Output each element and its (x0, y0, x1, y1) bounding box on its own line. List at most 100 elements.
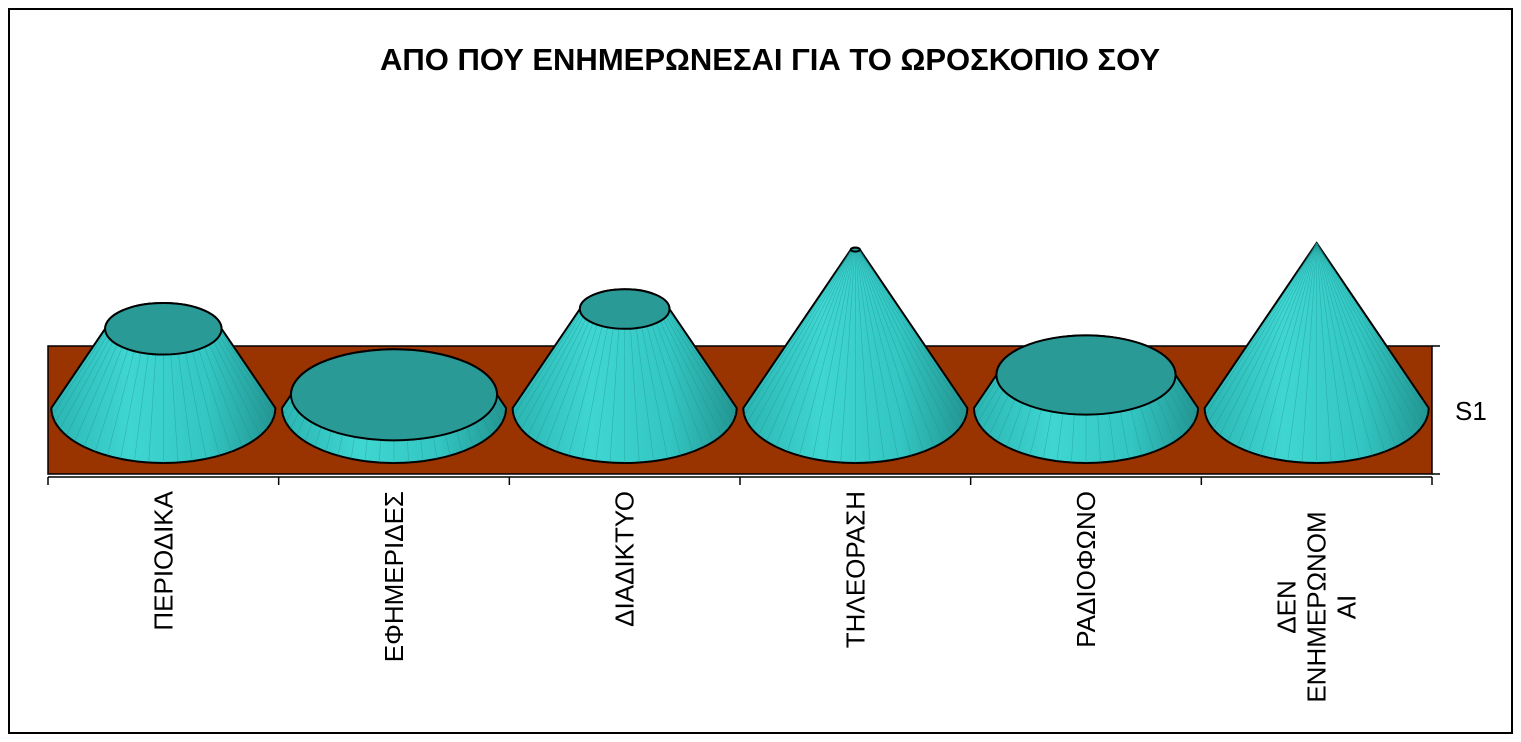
cone-facet (1163, 394, 1184, 436)
cone-facet (192, 351, 220, 456)
cone-facet (1316, 242, 1406, 442)
cone-facet (59, 338, 110, 430)
cone-facet (1168, 390, 1190, 430)
cone-facet (581, 327, 608, 459)
cone-facet (66, 341, 114, 436)
cone-facet (433, 436, 438, 459)
cone-facet (855, 251, 871, 463)
cone (972, 334, 1200, 464)
cone-facet (445, 434, 451, 456)
cone-facet (656, 322, 705, 447)
cone-facet (858, 250, 945, 442)
cone-facet (94, 349, 129, 452)
cone-facet (1316, 242, 1414, 436)
cone-facet (786, 251, 853, 452)
cone-facet (1273, 242, 1317, 459)
cone-facet (304, 422, 313, 442)
cone-facet (1119, 411, 1130, 459)
cone-facet (668, 311, 736, 416)
cone (511, 288, 738, 464)
cone-facet (840, 251, 856, 463)
cone-facet (646, 326, 681, 456)
cone-facet (285, 406, 295, 423)
cone-facet (799, 251, 854, 456)
cone-facet (630, 328, 640, 463)
cone-facet (1149, 402, 1166, 447)
x-tick-label: ΔΙΑΔΙΚΤΥΟ (610, 491, 640, 627)
cone-facet (466, 426, 474, 447)
cone-facet (120, 352, 142, 459)
cone-facet (859, 249, 967, 416)
cone-top (289, 348, 499, 442)
cone-facet (1316, 242, 1421, 430)
cone-facet (663, 318, 722, 436)
cone-facet (1248, 242, 1317, 452)
cone-facet (1316, 242, 1360, 459)
cone-facet (568, 326, 603, 456)
cone-facet (1316, 242, 1426, 423)
x-tick-label: ΕΦΗΜΕΡΙΔΕΣ (379, 491, 409, 662)
cone-facet (1174, 380, 1198, 416)
cone-facet (1287, 242, 1317, 462)
cone-facet (407, 439, 409, 463)
cone-top (849, 246, 861, 253)
cone-facet (282, 400, 293, 416)
cone-facet (1108, 413, 1116, 462)
cone-facet (325, 430, 332, 452)
cone-facet (545, 322, 594, 447)
cone-facet (290, 412, 300, 430)
cone-facet (1316, 242, 1386, 452)
cone-facet (482, 417, 492, 436)
cone-facet (641, 327, 668, 459)
cone-facet (1260, 242, 1317, 456)
cone-facet (1316, 242, 1428, 416)
cone-facet (475, 422, 484, 442)
cone-facet (974, 380, 998, 416)
cone-facet (1237, 242, 1317, 447)
cone-facet (1208, 242, 1317, 423)
x-tick-label: ΠΕΡΙΟΔΙΚΑ (148, 490, 178, 630)
cone-facet (148, 354, 157, 463)
cone-facet (659, 320, 714, 442)
cone-facet (1227, 242, 1317, 442)
cone-top (578, 288, 671, 330)
cone-facet (1056, 413, 1064, 462)
cone-facet (456, 430, 463, 452)
cone-facet (996, 398, 1016, 442)
cone-facet (1017, 406, 1032, 452)
cone-facet (856, 251, 899, 459)
cone (50, 302, 277, 464)
cone-facet (758, 250, 852, 436)
plot-wall (47, 345, 1433, 475)
cone-facet (1029, 409, 1042, 456)
cone-facet (513, 311, 581, 416)
cone-facet (1006, 402, 1023, 447)
cone-facet (74, 344, 118, 442)
cone-facet (204, 346, 243, 447)
cone-facet (766, 250, 853, 442)
cone-facet (856, 251, 885, 462)
cone (1203, 241, 1430, 464)
cone-facet (350, 436, 355, 459)
cone-facet (1071, 414, 1075, 463)
cone-facet (1316, 242, 1373, 456)
cone-facet (170, 354, 179, 463)
cone-facet (857, 251, 912, 456)
cone-facet (859, 249, 964, 423)
cone-facet (493, 406, 503, 423)
cone-facet (858, 250, 953, 436)
cone-facet (746, 249, 852, 423)
cone-facet (1042, 411, 1053, 459)
legend-label: S1 (1455, 396, 1487, 426)
cone-facet (775, 250, 853, 447)
cone-facet (1316, 242, 1346, 462)
cone-facet (609, 328, 620, 463)
cone-facet (1219, 242, 1317, 436)
cone-facet (1097, 414, 1101, 463)
cone-facet (209, 344, 253, 442)
cone-facet (1172, 385, 1195, 423)
cone-facet (107, 351, 135, 456)
cone-facet (213, 341, 261, 436)
cone-facet (1156, 398, 1176, 442)
cone-facet (595, 328, 614, 462)
